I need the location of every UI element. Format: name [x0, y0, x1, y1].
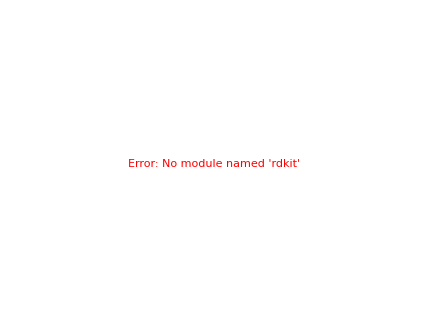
Text: Error: No module named 'rdkit': Error: No module named 'rdkit': [128, 159, 300, 169]
